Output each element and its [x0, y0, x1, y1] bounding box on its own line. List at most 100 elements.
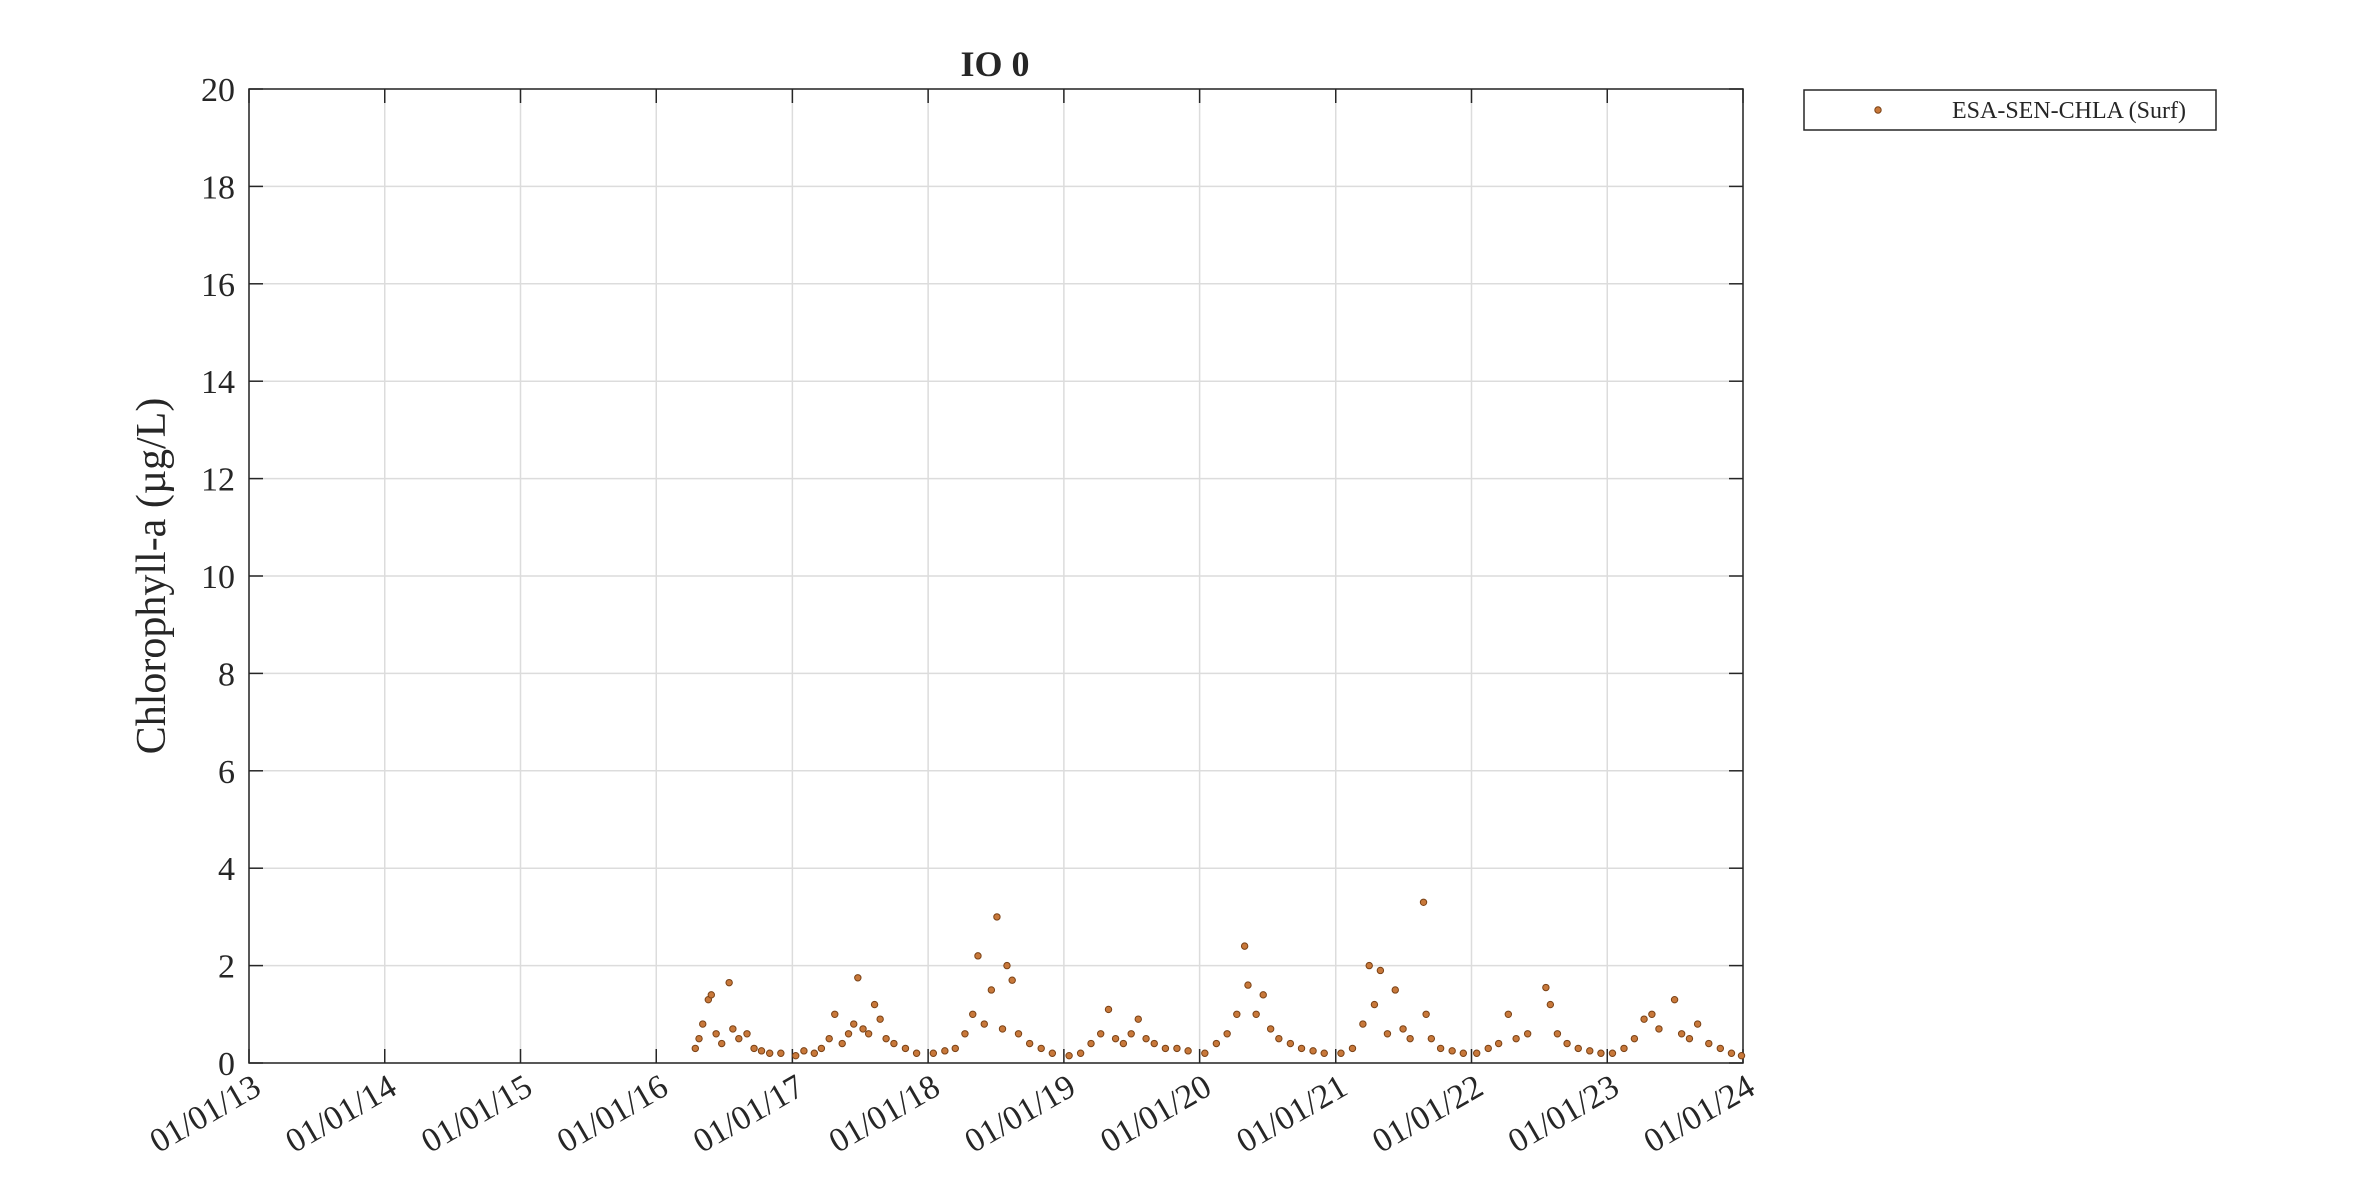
data-point — [1484, 1044, 1492, 1053]
data-point — [729, 1025, 737, 1033]
data-point — [725, 978, 733, 987]
data-point — [777, 1049, 785, 1057]
data-point — [1655, 1025, 1663, 1033]
data-point — [1286, 1039, 1295, 1048]
data-point — [691, 1044, 700, 1053]
data-point — [707, 991, 715, 999]
data-point — [718, 1039, 726, 1048]
data-point — [1161, 1044, 1170, 1053]
data-point — [1212, 1039, 1221, 1048]
data-point — [1504, 1010, 1513, 1018]
data-point — [1574, 1044, 1582, 1053]
y-tick-label: 18 — [201, 169, 235, 206]
data-point — [1076, 1049, 1085, 1057]
data-point — [929, 1049, 938, 1057]
data-point — [1173, 1044, 1181, 1053]
data-point — [1104, 1005, 1113, 1014]
x-tick-label: 01/01/18 — [823, 1068, 946, 1160]
data-point — [765, 1049, 774, 1057]
data-point — [1259, 991, 1267, 999]
data-point — [1391, 986, 1399, 994]
data-point — [800, 1047, 808, 1055]
y-tick-label: 12 — [201, 462, 235, 499]
data-point — [1201, 1049, 1209, 1057]
data-point — [792, 1051, 800, 1060]
x-tick-label: 01/01/13 — [144, 1068, 267, 1160]
data-point — [1127, 1030, 1135, 1038]
x-tick-label: 01/01/23 — [1502, 1068, 1625, 1160]
data-point — [743, 1030, 751, 1038]
data-point — [987, 986, 996, 994]
data-point — [1348, 1044, 1357, 1053]
data-point — [859, 1025, 867, 1033]
data-point — [831, 1010, 839, 1018]
x-tick-label: 01/01/14 — [280, 1068, 403, 1160]
data-point — [1546, 1000, 1555, 1009]
x-tick-label: 01/01/16 — [551, 1068, 674, 1160]
data-point — [1473, 1049, 1481, 1057]
data-point — [1542, 983, 1550, 992]
y-tick-label: 2 — [218, 949, 235, 986]
data-point — [1025, 1039, 1034, 1048]
data-point — [1014, 1030, 1023, 1038]
data-point — [998, 1025, 1007, 1033]
data-point — [844, 1030, 853, 1038]
data-point — [1240, 942, 1249, 950]
x-tick-label: 01/01/15 — [415, 1068, 538, 1160]
data-point — [1337, 1049, 1345, 1057]
data-point — [1586, 1047, 1594, 1055]
y-tick-label: 20 — [201, 72, 235, 109]
data-point — [1244, 981, 1252, 989]
data-point — [810, 1049, 819, 1057]
data-point — [854, 974, 862, 982]
data-point — [1266, 1025, 1275, 1033]
data-point — [1620, 1044, 1628, 1053]
data-point — [1419, 898, 1428, 906]
x-tick-label: 01/01/19 — [959, 1068, 1082, 1160]
data-point — [882, 1034, 890, 1043]
data-point — [1359, 1020, 1367, 1028]
legend-box — [1803, 89, 2217, 131]
y-tick-label: 0 — [218, 1046, 235, 1083]
data-point — [1003, 961, 1011, 970]
data-point — [974, 952, 982, 960]
data-point — [1608, 1049, 1617, 1057]
data-point — [1119, 1039, 1128, 1048]
data-point — [912, 1049, 921, 1057]
data-point — [1448, 1047, 1456, 1055]
data-point — [1737, 1051, 1746, 1060]
data-point — [1376, 966, 1385, 975]
data-point — [1422, 1010, 1430, 1018]
data-point — [1494, 1039, 1503, 1048]
data-point — [951, 1044, 959, 1053]
data-point — [1252, 1010, 1260, 1018]
data-point — [870, 1000, 879, 1009]
x-tick-label: 01/01/17 — [687, 1068, 810, 1160]
data-point — [1383, 1030, 1392, 1038]
y-tick-label: 6 — [218, 754, 235, 791]
data-point — [1685, 1034, 1694, 1043]
data-point — [1223, 1030, 1231, 1038]
data-point — [712, 1030, 720, 1038]
y-tick-label: 8 — [218, 656, 235, 693]
data-point — [1111, 1034, 1120, 1043]
data-point — [699, 1020, 707, 1028]
y-tick-label: 14 — [201, 364, 235, 401]
data-point — [1512, 1034, 1520, 1043]
data-point — [1134, 1015, 1142, 1023]
data-point — [993, 913, 1001, 921]
data-point — [1370, 1000, 1379, 1009]
data-point — [1048, 1049, 1057, 1057]
data-point — [1065, 1051, 1073, 1060]
data-point — [1716, 1044, 1725, 1053]
data-point — [1648, 1010, 1656, 1018]
data-point — [1233, 1010, 1241, 1018]
data-point — [825, 1034, 833, 1043]
data-point — [1630, 1034, 1639, 1043]
data-point — [1523, 1030, 1532, 1038]
y-tick-label: 4 — [218, 851, 235, 888]
data-point — [1727, 1049, 1736, 1057]
data-point — [695, 1034, 703, 1043]
